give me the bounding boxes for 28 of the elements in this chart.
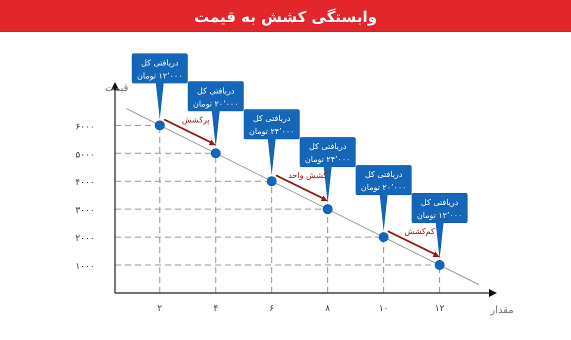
annotation: کم‌کشش	[404, 227, 435, 236]
point	[266, 176, 277, 186]
annotation: دریافتی کل ۱۲٬۰۰۰ تومان	[416, 198, 462, 220]
annotation: پرکشش	[182, 115, 210, 124]
x-tick-label: ۱۲	[434, 304, 445, 314]
y-tick-label: ۳۰۰۰	[75, 206, 95, 216]
annotation: دریافتی کل ۱۲٬۰۰۰ تومان	[137, 58, 183, 80]
x-axis-title: مقدار	[489, 305, 514, 316]
x-tick-label: ۶	[269, 304, 274, 314]
point	[154, 120, 165, 130]
y-tick-label: ۲۰۰۰	[75, 234, 95, 244]
point	[210, 148, 221, 158]
annotation: دریافتی کل ۲۴٬۰۰۰ تومان	[248, 114, 294, 136]
point	[322, 204, 333, 214]
annotation: دریافتی کل ۲۰٬۰۰۰ تومان	[360, 170, 406, 192]
x-tick-label: ۱۰	[378, 304, 388, 314]
y-tick-label: ۵۰۰۰	[75, 150, 95, 160]
annotation: دریافتی کل ۲۴٬۰۰۰ تومان	[304, 142, 350, 164]
x-tick-label: ۸	[325, 304, 330, 314]
chart-title: وابستگی کشش به قیمت	[194, 8, 377, 26]
x-tick-label: ۴	[213, 304, 218, 314]
point	[434, 260, 445, 270]
annotation: دریافتی کل ۲۰٬۰۰۰ تومان	[192, 86, 239, 108]
y-tick-label: ۴۰۰۰	[75, 178, 95, 188]
x-tick-label: ۲	[157, 304, 162, 314]
y-tick-label: ۶۰۰۰	[75, 122, 95, 132]
y-tick-label: ۱۰۰۰	[75, 262, 95, 272]
point	[378, 232, 389, 242]
